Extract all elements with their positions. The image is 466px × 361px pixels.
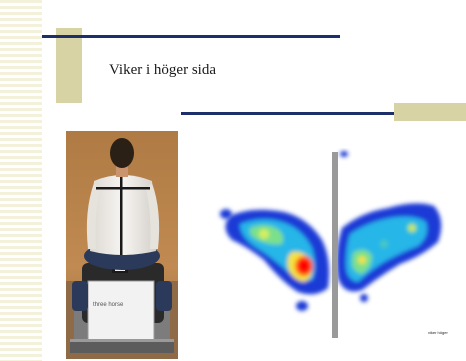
pressure-map-caption: viker höger xyxy=(428,330,448,335)
left-stripe-decoration xyxy=(0,0,42,361)
top-rule-line xyxy=(42,35,340,38)
mid-rule-line xyxy=(181,112,466,115)
rider-photo xyxy=(66,131,178,359)
slide-title: Viker i höger sida xyxy=(109,62,216,78)
pressure-map xyxy=(212,148,450,348)
accent-block-top xyxy=(56,28,82,103)
trainer-brand-text: three horse xyxy=(93,302,124,308)
accent-block-right xyxy=(394,103,466,121)
